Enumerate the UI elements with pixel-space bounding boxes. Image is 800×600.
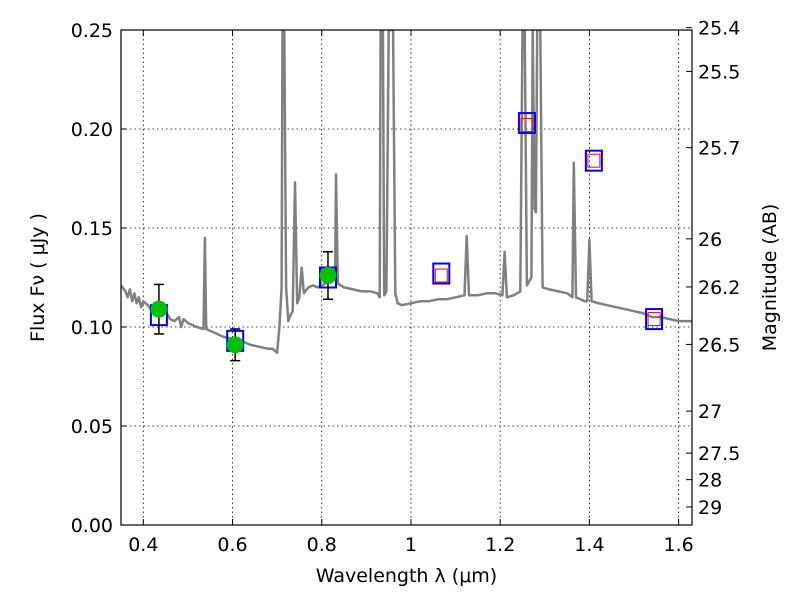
upper-limit-marker [647, 312, 661, 327]
x-tick-label: 1.2 [485, 534, 515, 556]
mag-tick-label: 26.5 [698, 334, 740, 356]
sed-model-line [121, 30, 692, 354]
upper-limit-marker [587, 153, 601, 168]
axis-ticks: 0.4 0.6 0.8 1 1.2 1.4 1.6 0.00 0.05 0.10 0.15 0.20 0… [71, 18, 741, 556]
model-photometry-square [432, 262, 451, 285]
upper-limit-marker [520, 118, 534, 133]
x-tick-label: 0.4 [128, 534, 158, 556]
mag-tick-label: 25.7 [698, 138, 740, 160]
mag-tick-label: 29 [698, 497, 722, 519]
y-tick-label: 0.15 [71, 218, 113, 240]
y-tick-label: 0.10 [71, 317, 113, 339]
model-photometry-square [645, 308, 664, 331]
y2-axis-label: Magnitude (AB) [759, 204, 781, 352]
x-axis-label: Wavelength λ (μm) [316, 565, 497, 587]
photometry-markers [149, 112, 664, 362]
y-tick-label: 0.00 [71, 515, 113, 537]
model-photometry-square [517, 112, 536, 135]
upper-limit-marker [434, 268, 448, 283]
mag-tick-label: 25.4 [698, 18, 740, 40]
y-axis-label: Flux Fν ( μJy ) [27, 213, 49, 342]
x-tick-label: 1.4 [574, 534, 604, 556]
y-tick-label: 0.20 [71, 119, 113, 141]
plot-area [121, 30, 692, 354]
mag-tick-label: 26.2 [698, 277, 740, 299]
model-photometry-square [584, 149, 603, 172]
mag-tick-label: 28 [698, 470, 722, 492]
axes-frame [120, 29, 693, 526]
y-tick-label: 0.25 [71, 20, 113, 42]
mag-tick-label: 27.5 [698, 443, 740, 465]
observed-photometry-point [226, 336, 244, 354]
mag-tick-label: 27 [698, 401, 722, 423]
y-tick-label: 0.05 [71, 416, 113, 438]
mag-tick-label: 25.5 [698, 61, 740, 83]
x-tick-label: 1.6 [664, 534, 694, 556]
x-tick-label: 1 [405, 534, 417, 556]
observed-photometry-point [150, 300, 168, 318]
mag-tick-label: 26 [698, 229, 722, 251]
observed-photometry-point [319, 267, 337, 285]
x-tick-label: 0.8 [307, 534, 337, 556]
x-tick-label: 0.6 [217, 534, 247, 556]
